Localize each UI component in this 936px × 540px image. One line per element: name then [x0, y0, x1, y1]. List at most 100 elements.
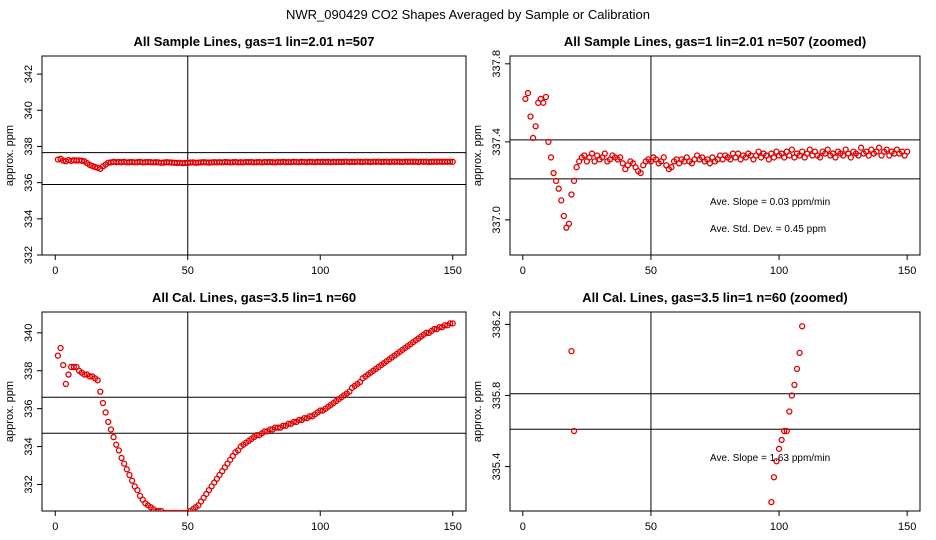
- data-point: [158, 507, 165, 511]
- data-point: [755, 148, 762, 155]
- data-point: [875, 144, 883, 151]
- data-point: [295, 416, 303, 424]
- y-tick-label: 338: [23, 362, 35, 380]
- data-point: [791, 381, 798, 388]
- y-tick-label: 336.2: [491, 311, 503, 339]
- panel-3: All Cal. Lines, gas=3.5 lin=1 n=60 0 50 100…: [4, 290, 467, 533]
- panel-title: All Sample Lines, gas=1 lin=2.01 n=507: [134, 34, 375, 49]
- data-point: [177, 509, 183, 511]
- y-tick-label: 334: [23, 210, 35, 228]
- y-axis-label: approx. ppm: [472, 125, 484, 186]
- data-point: [770, 154, 778, 161]
- y-tick-label: 335.8: [491, 382, 503, 410]
- data-point: [765, 156, 772, 163]
- data-point: [152, 507, 160, 511]
- y-axis-label: approx. ppm: [472, 381, 484, 442]
- data-point: [113, 441, 120, 448]
- y-tick-label: 337.4: [491, 128, 503, 156]
- data-point: [86, 373, 93, 380]
- y-tick-label: 336: [23, 173, 35, 191]
- x-tick-label: 100: [311, 521, 329, 533]
- data-point: [449, 320, 456, 327]
- y-tick-label: 332: [23, 246, 35, 264]
- data-point: [796, 349, 803, 357]
- data-point: [431, 325, 438, 333]
- plot-frame: [41, 311, 467, 512]
- data-point: [619, 160, 626, 167]
- data-point: [558, 197, 565, 204]
- data-point: [169, 509, 175, 511]
- data-point: [798, 323, 806, 330]
- panel-title: All Cal. Lines, gas=3.5 lin=1 n=60: [152, 290, 356, 305]
- data-point: [97, 388, 104, 395]
- data-series: [54, 320, 456, 511]
- data-point: [126, 471, 133, 479]
- plot-frame: [41, 55, 467, 256]
- data-point: [591, 158, 598, 165]
- data-point: [555, 185, 562, 192]
- data-point: [798, 148, 806, 155]
- data-point: [290, 418, 297, 426]
- data-point: [261, 428, 268, 435]
- data-point: [423, 329, 430, 336]
- data-point: [57, 344, 64, 352]
- x-tick-label: 0: [52, 265, 58, 277]
- data-point: [182, 509, 188, 511]
- data-point: [107, 426, 115, 433]
- data-point: [775, 445, 783, 452]
- data-point: [768, 498, 775, 506]
- data-point: [99, 399, 107, 407]
- data-point: [542, 93, 550, 101]
- data-point: [855, 152, 862, 159]
- y-tick-label: 335.4: [491, 453, 503, 481]
- data-series: [522, 89, 911, 231]
- data-point: [806, 146, 813, 153]
- y-axis-label: approx. ppm: [4, 125, 16, 186]
- data-point: [773, 458, 780, 465]
- data-point: [786, 152, 793, 159]
- data-point: [301, 414, 308, 422]
- y-tick-label: 340: [23, 101, 35, 119]
- data-point: [824, 146, 831, 153]
- y-axis-label: approx. ppm: [4, 381, 16, 442]
- data-point: [91, 163, 99, 171]
- data-series: [568, 323, 806, 506]
- y-tick-label: 340: [23, 324, 35, 342]
- data-series: [54, 155, 456, 173]
- data-point: [540, 99, 547, 106]
- data-point: [70, 363, 77, 371]
- data-point: [786, 408, 793, 415]
- data-point: [545, 138, 552, 145]
- data-point: [847, 154, 854, 161]
- data-point: [436, 324, 443, 331]
- panel-title: All Sample Lines, gas=1 lin=2.01 n=507 (…: [564, 34, 866, 49]
- data-point: [128, 477, 136, 484]
- data-point: [317, 407, 324, 414]
- data-point: [727, 156, 734, 163]
- data-point: [568, 347, 575, 355]
- data-point: [134, 487, 141, 494]
- x-tick-label: 150: [898, 265, 916, 277]
- data-point: [637, 169, 644, 177]
- data-point: [550, 169, 557, 177]
- data-point: [570, 427, 578, 435]
- data-point: [904, 148, 911, 155]
- data-point: [115, 447, 122, 454]
- figure-suptitle: NWR_090429 CO2 Shapes Averaged by Sample…: [286, 7, 650, 22]
- y-tick-label: 338: [23, 137, 35, 155]
- data-point: [832, 154, 839, 161]
- annotation-text: Ave. Std. Dev. = 0.45 ppm: [710, 224, 826, 235]
- data-point: [446, 320, 454, 327]
- data-point: [565, 220, 573, 227]
- x-tick-label: 150: [444, 521, 462, 533]
- panel-1: All Sample Lines, gas=1 lin=2.01 n=507 0 5…: [4, 34, 467, 277]
- data-point: [274, 424, 282, 431]
- data-point: [793, 365, 801, 373]
- y-tick-label: 336: [23, 399, 35, 417]
- data-point: [781, 427, 788, 435]
- data-point: [532, 123, 539, 130]
- data-point: [285, 420, 292, 427]
- data-point: [62, 380, 69, 388]
- data-point: [174, 509, 180, 511]
- data-point: [306, 413, 313, 420]
